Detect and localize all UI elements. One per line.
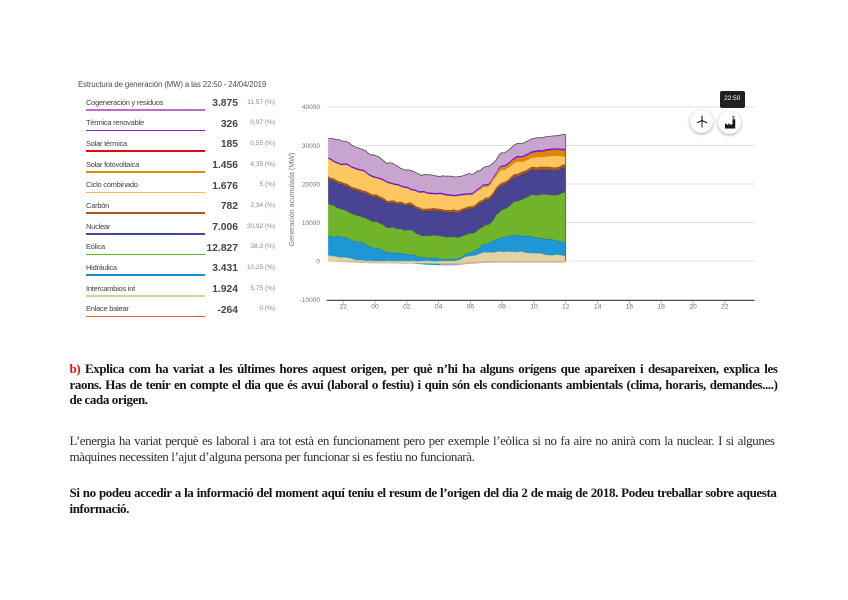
svg-text:12: 12 — [562, 304, 570, 311]
svg-text:08: 08 — [498, 304, 506, 311]
svg-text:02: 02 — [403, 304, 411, 311]
svg-text:00: 00 — [371, 304, 379, 311]
svg-text:14: 14 — [594, 304, 602, 311]
svg-text:-10000: -10000 — [300, 297, 321, 304]
svg-text:22: 22 — [339, 304, 347, 311]
svg-text:Generación acumulada (MW): Generación acumulada (MW) — [287, 153, 296, 247]
svg-text:0: 0 — [316, 259, 320, 266]
svg-text:22: 22 — [721, 304, 729, 311]
svg-text:30000: 30000 — [302, 143, 320, 150]
svg-text:18: 18 — [657, 304, 665, 311]
svg-text:20000: 20000 — [302, 181, 320, 188]
svg-text:10: 10 — [530, 304, 538, 311]
svg-text:16: 16 — [626, 304, 634, 311]
svg-text:10000: 10000 — [302, 220, 320, 227]
svg-text:40000: 40000 — [302, 104, 320, 111]
svg-text:06: 06 — [467, 304, 475, 311]
svg-text:20: 20 — [689, 304, 697, 311]
svg-text:04: 04 — [435, 304, 443, 311]
